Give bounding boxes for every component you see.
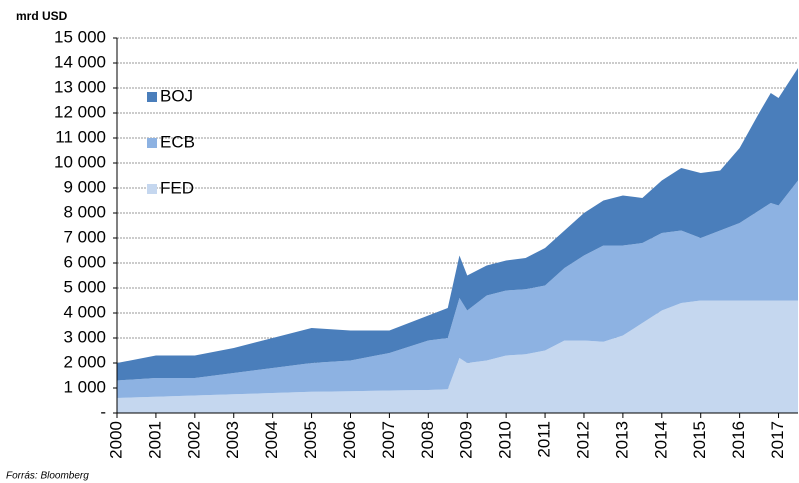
legend-label: ECB: [160, 132, 195, 151]
y-tick-label: 15 000: [54, 27, 106, 46]
x-tick-label: 2007: [379, 421, 398, 459]
x-tick-label: 2014: [651, 421, 670, 459]
x-tick-label: 2008: [418, 421, 437, 459]
y-tick-label: 13 000: [54, 77, 106, 96]
y-tick-label: 4 000: [63, 302, 106, 321]
x-tick-label: 2011: [535, 421, 554, 458]
x-tick-label: 2002: [184, 421, 203, 459]
legend-swatch: [147, 184, 157, 194]
area: [117, 300, 798, 413]
x-tick-label: 2010: [496, 421, 515, 459]
legend-label: FED: [160, 178, 194, 197]
y-tick-label: 3 000: [63, 327, 106, 346]
x-tick-label: 2013: [612, 421, 631, 459]
x-tick-label: 2017: [768, 421, 787, 459]
y-tick-label: 8 000: [63, 202, 106, 221]
y-tick-label: 6 000: [63, 252, 106, 271]
y-tick-label: 7 000: [63, 227, 106, 246]
y-axis-label: mrd USD: [16, 9, 68, 23]
y-tick-label: 12 000: [54, 102, 106, 121]
y-tick-label: 11 000: [55, 127, 106, 146]
legend-swatch: [147, 138, 157, 148]
legend-label: BOJ: [160, 86, 193, 105]
area: [117, 68, 798, 381]
y-tick-label: 10 000: [54, 152, 106, 171]
x-tick-label: 2016: [729, 421, 748, 459]
x-tick-label: 2004: [262, 421, 281, 459]
y-tick-label: 5 000: [63, 277, 106, 296]
x-tick-label: 2006: [340, 421, 359, 459]
y-tick-label: 9 000: [63, 177, 106, 196]
x-tick-label: 2009: [457, 421, 476, 459]
x-tick-label: 2012: [573, 421, 592, 459]
y-tick-label: 2 000: [63, 352, 106, 371]
y-tick-label: -: [100, 402, 106, 421]
source: Forrás: Bloomberg: [6, 471, 89, 482]
legend-swatch: [147, 92, 157, 102]
x-tick-label: 2005: [301, 421, 320, 459]
x-tick-label: 2001: [145, 421, 164, 459]
y-tick-label: 14 000: [54, 52, 106, 71]
y-tick-label: 1 000: [63, 377, 106, 396]
x-tick-label: 2000: [106, 421, 125, 459]
x-tick-label: 2003: [223, 421, 242, 459]
x-tick-label: 2015: [690, 421, 709, 459]
area: [117, 180, 798, 398]
